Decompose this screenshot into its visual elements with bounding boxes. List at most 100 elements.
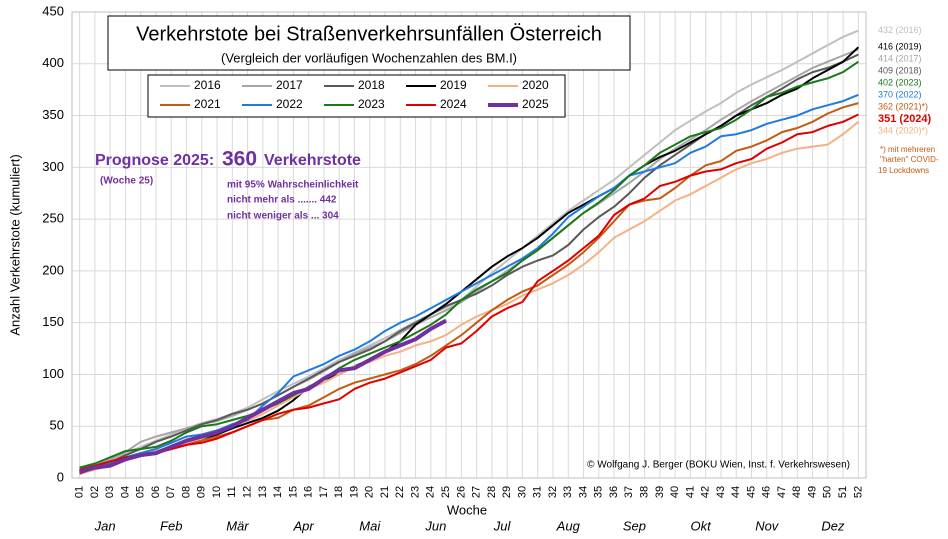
x-tick-label: 48 [791,486,803,498]
plot-frame [71,11,867,479]
end-label: 414 (2017) [878,54,922,64]
x-tick-label: 05 [135,486,147,498]
y-axis-label: Anzahl Verkehrstote (kumuliert) [7,154,22,335]
x-tick-label: 15 [287,486,299,498]
x-tick-label: 22 [394,486,406,498]
x-tick-label: 08 [180,486,192,498]
legend-label: 2017 [276,78,303,92]
month-label: Mär [226,518,249,533]
month-label: Aug [556,518,581,533]
legend-label: 2021 [194,97,221,111]
lines [79,29,860,475]
x-tick-label: 30 [516,486,528,498]
x-tick-label: 21 [379,486,391,498]
x-tick-label: 06 [150,486,162,498]
chart-subtitle: (Vergleich der vorläufigen Wochenzahlen … [221,50,517,65]
x-tick-label: 50 [822,486,834,498]
legend-label: 2020 [522,78,549,92]
end-label: 351 (2024) [878,113,932,125]
prognosis-unit: Verkehrstote [264,152,361,169]
month-label: Okt [690,518,712,533]
x-tick-label: 07 [165,486,177,498]
x-tick-label: 49 [806,486,818,498]
x-tick-label: 51 [837,486,849,498]
legend-label: 2023 [358,97,385,111]
legend: 2016 2017 2018 2019 2020 2021 2022 2023 2024 2025 [160,78,549,111]
x-tick-label: 02 [89,486,101,498]
y-tick-label: 50 [50,418,64,433]
prognosis-line: nicht weniger als ... 304 [227,211,339,222]
month-label: Jan [94,518,116,533]
legend-label: 2016 [194,78,221,92]
prognosis-week: (Woche 25) [100,176,153,187]
x-tick-label: 40 [669,486,681,498]
series-line [79,113,859,471]
prognosis-line: mit 95% Wahrscheinlichkeit [227,180,359,191]
legend-label: 2024 [440,97,467,111]
y-tick-label: 400 [42,55,64,70]
y-tick-label: 250 [42,211,64,226]
x-tick-label: 11 [226,486,238,497]
x-tick-label: 32 [547,486,559,498]
legend-label: 2019 [440,78,467,92]
y-tick-label: 150 [42,314,64,329]
series-line [79,318,448,474]
x-tick-label: 46 [761,486,773,498]
legend-label: 2022 [276,97,303,111]
y-tick-label: 300 [42,159,64,174]
end-label: 416 (2019) [878,42,922,52]
prognosis-value: 360 [222,148,257,171]
x-tick-label: 34 [577,486,589,498]
end-label: 362 (2021)*) [878,102,928,112]
x-tick-label: 18 [333,486,345,498]
x-axis-label: Woche [447,502,487,517]
legend-label: 2018 [358,78,385,92]
note: *) mit mehreren [880,145,935,154]
x-tick-label: 12 [242,486,254,498]
month-label: Apr [292,518,314,533]
x-tick-label: 20 [364,486,376,498]
x-tick-label: 41 [684,486,696,498]
x-tick-label: 16 [303,486,315,498]
end-label: 344 (2020)*) [878,126,928,136]
month-label: Nov [755,518,780,533]
x-tick-label: 52 [852,486,864,498]
x-tick-label: 19 [348,486,360,498]
end-label: 432 (2016) [878,25,922,35]
legend-label: 2025 [522,97,549,111]
x-tick-label: 23 [409,486,421,498]
x-tick-label: 45 [745,486,757,498]
end-label: 409 (2018) [878,66,922,76]
x-tick-label: 03 [104,486,116,498]
y-tick-label: 100 [42,366,64,381]
note: "harten" COVID- [880,155,939,164]
month-label: Dez [821,518,845,533]
chart-title: Verkehrstote bei Straßenverkehrsunfällen… [136,23,602,45]
x-tick-label: 35 [593,486,605,498]
x-tick-label: 39 [654,486,666,498]
end-label: 402 (2023) [878,78,922,88]
x-tick-label: 38 [639,486,651,498]
y-tick-label: 450 [42,3,64,18]
note: 19 Lockdowns [878,166,929,175]
series-line [79,60,859,469]
month-label: Jun [424,518,446,533]
month-label: Feb [160,518,182,533]
x-tick-label: 29 [501,486,513,498]
month-label: Jul [493,518,512,533]
x-tick-label: 31 [532,486,544,498]
credit: © Wolfgang J. Berger (BOKU Wien, Inst. f… [587,460,850,471]
x-tick-label: 25 [440,486,452,498]
month-label: Sep [623,518,646,533]
title-box [107,15,631,71]
x-tick-label: 13 [257,486,269,498]
legend-box [147,74,566,118]
x-tick-label: 27 [471,486,483,498]
x-tick-label: 24 [425,486,437,498]
x-tick-label: 17 [318,486,330,498]
x-tick-label: 04 [119,486,131,498]
y-tick-label: 350 [42,107,64,122]
x-tick-label: 36 [608,486,620,498]
x-tick-label: 01 [74,486,86,498]
